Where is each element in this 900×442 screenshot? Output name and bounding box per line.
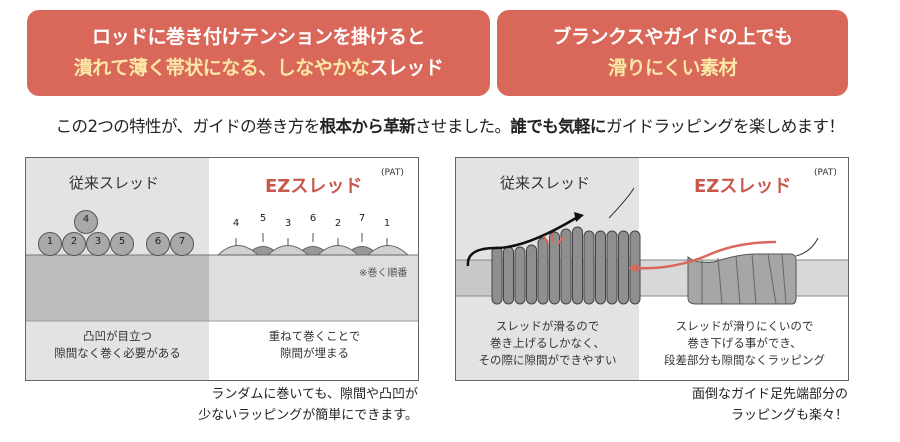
headline-right-line1: ブランクスやガイドの上でも [552,26,793,48]
headline-left-rest: スレッド [369,57,444,79]
ez-number: 5 [259,213,267,224]
ez-wraps [687,253,797,305]
comparison-panel-wrapping: 従来スレッド EZスレッド (PAT) スレッドが滑るので 巻き上げるしかなく、そ… [455,157,849,381]
headline-box-right: ブランクスやガイドの上でも 滑りにくい素材 [497,10,848,96]
tagline-bold: 誰でも気軽に [510,117,606,136]
ez-title: EZスレッド [265,176,363,197]
conventional-number: 7 [178,236,186,247]
conventional-number: 3 [94,236,102,247]
headline-left-line2: 潰れて薄く帯状になる、しなやかなスレッド [27,53,490,84]
tagline-text: この2つの特性が、ガイドの巻き方を [55,117,321,136]
caption-line: 隙間が埋まる [280,346,349,360]
thread-wrap [549,231,560,305]
caption-line: スレッドが滑るので [495,319,600,333]
ez-number: 6 [309,213,317,224]
thread-wrap [514,246,526,305]
caption-line: 段差部分も隙間なくラッピング [664,353,825,367]
caption-line: 凸凹が目立つ [83,329,152,343]
tagline: この2つの特性が、ガイドの巻き方を根本から革新させました。誰でも気軽にガイドラッ… [0,113,900,137]
ez-number: 1 [383,218,391,229]
right-note: 面倒なガイド足先端部分のラッピングも楽々！ [560,384,848,426]
ez-number: 2 [334,218,342,229]
headline-left-highlight: 潰れて薄く帯状になる、しなやかな [73,57,370,79]
wrapping-diagram [456,187,848,305]
caption-line: スレッドが滑りにくいので [675,319,814,333]
conventional-number: 5 [118,236,126,247]
thread-wrap [503,246,514,305]
conventional-title: 従来スレッド [500,174,591,192]
headline-box-left: ロッドに巻き付けテンションを掛けると 潰れて薄く帯状になる、しなやかなスレッド [27,10,490,96]
ez-caption: スレッドが滑りにくいので 巻き下げる事ができ、段差部分も隙間なくラッピング [639,318,848,369]
ez-title: EZスレッド [694,176,792,197]
headline-left-line1: ロッドに巻き付けテンションを掛けると [91,26,426,48]
thread-wrap [537,237,549,305]
ez-thread-bands [216,245,410,256]
comparison-panel-stacking: 従来スレッド EZスレッド (PAT) 1 2 3 5 6 7 4 4 5 3 6 2 7 1 ※巻く順番… [25,157,419,381]
thread-wrap [526,244,537,305]
conventional-number: 2 [70,236,78,247]
upward-arrow-icon [466,216,577,267]
stacking-diagram [26,210,418,322]
pat-label: (PAT) [381,168,404,178]
ez-number: 7 [358,213,366,224]
left-note: ランダムに巻いても、隙間や凸凹が少ないラッピングが簡単にできます。 [100,384,418,426]
tagline-text: ガイドラッピングを楽しめます！ [605,117,845,136]
rod-band-conventional [26,255,209,321]
ez-number: 3 [284,218,292,229]
caption-line: 巻き上げるしかなく、 [490,336,605,350]
conventional-caption: スレッドが滑るので 巻き上げるしかなく、 その際に隙間ができやすい [456,318,639,369]
thread-wrap [560,228,572,305]
caption-line: 巻き下げる事ができ、 [687,336,802,350]
thread-wrap [606,230,618,305]
conventional-thread-circles [38,210,194,256]
ez-caption: 重ねて巻くことで 隙間が埋まる [209,328,418,362]
note-line: ランダムに巻いても、隙間や凸凹が [211,387,418,402]
caption-line: 隙間なく巻く必要がある [54,346,181,360]
downward-arrow-icon [635,240,777,270]
rod-band-ez [209,255,418,321]
thread-wrap [491,246,503,305]
note-line: 面倒なガイド足先端部分の [691,387,848,402]
ez-number: 4 [232,218,240,229]
conventional-number: 6 [154,236,162,247]
conventional-caption: 凸凹が目立つ隙間なく巻く必要がある [26,328,209,362]
conventional-title: 従来スレッド [69,174,160,192]
pat-label: (PAT) [814,168,837,178]
thread-wrap [572,226,583,305]
caption-line: その際に隙間ができやすい [478,353,617,367]
note-line: ラッピングも楽々！ [730,408,848,423]
thread-wrap [583,230,595,305]
thread-wrap [618,230,629,305]
thread-wrap [595,230,606,305]
conventional-number: 1 [46,236,54,247]
tagline-text: させました。 [415,117,511,136]
tagline-bold: 根本から革新 [319,117,416,136]
note-line: 少ないラッピングが簡単にできます。 [198,408,418,423]
headline-right-highlight: 滑りにくい素材 [607,57,738,79]
caption-line: 重ねて巻くことで [268,329,361,343]
order-note: ※巻く順番 [359,268,408,279]
slip-burst-icon [543,234,564,245]
conventional-number: 4 [82,214,90,225]
ez-leader-lines [235,233,388,246]
